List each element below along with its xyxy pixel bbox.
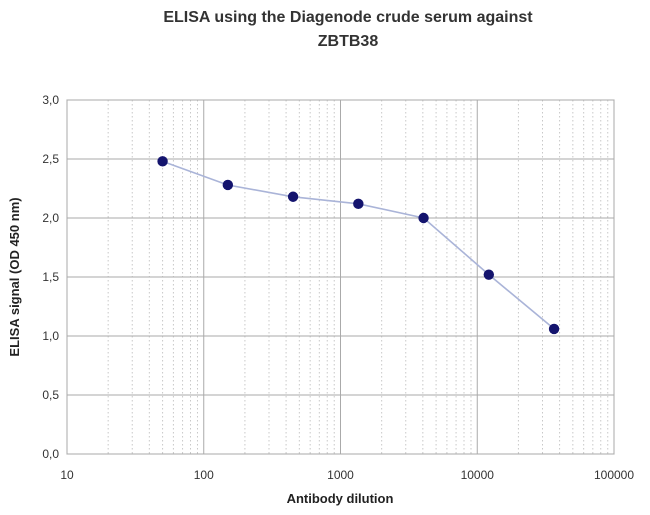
y-tick-label: 0,0 (42, 447, 59, 461)
y-tick-labels: 0,0 0,5 1,0 1,5 2,0 2,5 3,0 (42, 93, 59, 461)
x-axis-label: Antibody dilution (287, 491, 394, 506)
y-tick-label: 2,0 (42, 211, 59, 225)
data-point (157, 156, 168, 167)
x-tick-label: 1000 (327, 468, 354, 482)
x-tick-labels: 10 100 1000 10000 100000 (60, 468, 634, 482)
y-axis-label: ELISA signal (OD 450 nm) (7, 197, 22, 356)
y-tick-label: 1,0 (42, 329, 59, 343)
data-point (287, 191, 299, 202)
x-tick-label: 10000 (461, 468, 495, 482)
data-series (157, 156, 560, 335)
data-point (353, 198, 364, 210)
y-tick-label: 1,5 (42, 270, 59, 284)
x-tick-label: 10 (60, 468, 74, 482)
data-point (418, 212, 429, 224)
x-tick-label: 100000 (594, 468, 634, 482)
chart-title-line-2: ZBTB38 (318, 33, 379, 50)
data-point (548, 323, 560, 335)
y-tick-label: 3,0 (42, 93, 59, 107)
grid-lines (66, 99, 615, 455)
y-tick-label: 0,5 (42, 388, 59, 402)
data-point (222, 179, 234, 191)
x-tick-label: 100 (194, 468, 214, 482)
y-tick-label: 2,5 (42, 152, 59, 166)
chart-title-line-1: ELISA using the Diagenode crude serum ag… (163, 9, 533, 26)
data-point (483, 269, 495, 280)
